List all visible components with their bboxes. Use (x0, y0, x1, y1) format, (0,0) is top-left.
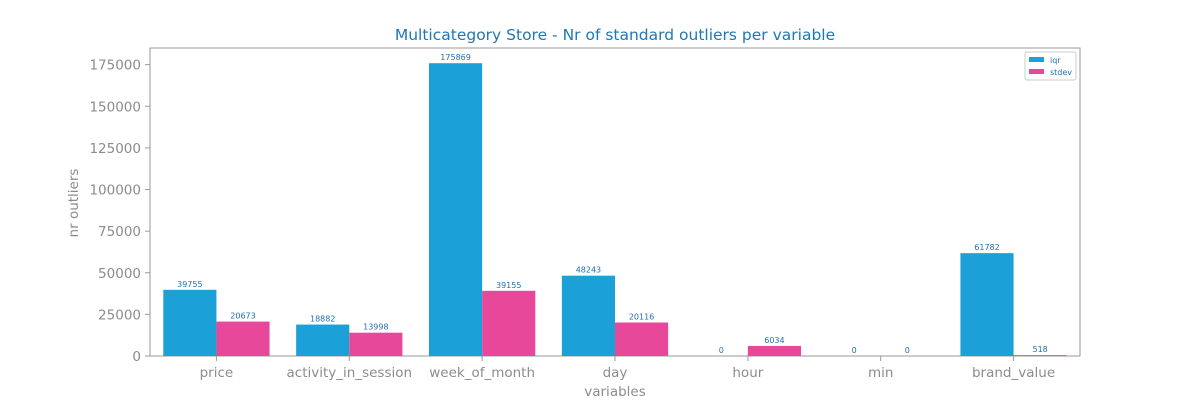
data-label: 13998 (363, 323, 388, 332)
bar-iqr[interactable] (296, 324, 350, 356)
x-tick-label: price (200, 365, 234, 381)
bar-stdev[interactable] (216, 321, 270, 356)
data-label: 18882 (310, 315, 335, 324)
legend-label-iqr: iqr (1050, 56, 1061, 65)
data-label: 0 (719, 346, 724, 355)
legend-swatch-iqr (1029, 57, 1044, 62)
y-tick-label: 75000 (98, 224, 141, 240)
x-tick-label: brand_value (972, 365, 1055, 381)
bar-stdev[interactable] (615, 322, 669, 356)
x-axis-label: variables (584, 384, 646, 400)
data-label: 48243 (576, 266, 601, 275)
bar-stdev[interactable] (747, 345, 801, 356)
x-tick-label: activity_in_session (287, 365, 413, 381)
x-tick-label: week_of_month (429, 365, 535, 381)
bar-iqr[interactable] (561, 275, 615, 356)
legend-swatch-stdev (1029, 69, 1044, 74)
y-tick-label: 25000 (98, 307, 141, 323)
data-label: 20673 (230, 312, 255, 321)
y-tick-label: 150000 (89, 99, 141, 115)
legend[interactable]: iqr stdev (1024, 51, 1077, 81)
x-axis: price activity_in_session week_of_month day… (200, 356, 1055, 381)
y-tick-label: 125000 (89, 141, 141, 157)
y-axis-label: nr outliers (66, 169, 82, 238)
data-label: 175869 (440, 53, 471, 62)
bar-iqr[interactable] (960, 253, 1014, 356)
bar-stdev[interactable] (482, 290, 536, 356)
data-label: 0 (852, 346, 857, 355)
chart-title: Multicategory Store - Nr of standard out… (395, 26, 835, 44)
x-tick-label: day (603, 365, 628, 381)
data-label: 61782 (974, 243, 999, 252)
y-tick-label: 50000 (98, 266, 141, 282)
y-tick-label: 100000 (89, 183, 141, 199)
bar-iqr[interactable] (429, 63, 483, 357)
legend-label-stdev: stdev (1050, 68, 1072, 77)
x-tick-label: min (868, 365, 893, 381)
data-label: 6034 (764, 336, 784, 345)
bars-group (163, 63, 1067, 357)
data-label: 518 (1033, 345, 1048, 354)
data-labels-group: 39755 20673 18882 13998 175869 39155 48243 2011… (177, 53, 1048, 355)
y-axis: 0 25000 50000 75000 100000 125000 150000 175000 (89, 58, 150, 365)
data-label: 20116 (629, 313, 654, 322)
data-label: 39155 (496, 281, 521, 290)
data-label: 0 (905, 346, 910, 355)
y-tick-label: 175000 (89, 58, 141, 74)
y-tick-label: 0 (132, 349, 141, 365)
data-label: 39755 (177, 280, 202, 289)
x-tick-label: hour (732, 365, 763, 381)
bar-stdev[interactable] (1013, 355, 1067, 356)
bar-stdev[interactable] (349, 332, 403, 356)
bar-iqr[interactable] (163, 289, 217, 356)
